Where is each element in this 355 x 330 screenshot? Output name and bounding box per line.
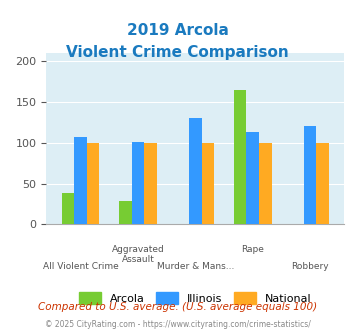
Text: Rape: Rape — [241, 245, 264, 254]
Text: © 2025 CityRating.com - https://www.cityrating.com/crime-statistics/: © 2025 CityRating.com - https://www.city… — [45, 320, 310, 329]
Bar — [74, 137, 87, 224]
Text: All Violent Crime: All Violent Crime — [43, 262, 119, 271]
Bar — [304, 126, 316, 224]
Text: Compared to U.S. average. (U.S. average equals 100): Compared to U.S. average. (U.S. average … — [38, 302, 317, 312]
Bar — [259, 143, 272, 224]
Bar — [87, 143, 99, 224]
Bar — [202, 143, 214, 224]
Text: Robbery: Robbery — [291, 262, 329, 271]
Bar — [246, 132, 259, 224]
Bar — [119, 201, 132, 224]
Bar — [144, 143, 157, 224]
Bar — [62, 193, 74, 224]
Bar — [234, 89, 246, 224]
Bar — [316, 143, 329, 224]
Text: 2019 Arcola: 2019 Arcola — [127, 23, 228, 38]
Legend: Arcola, Illinois, National: Arcola, Illinois, National — [75, 288, 316, 308]
Text: Murder & Mans...: Murder & Mans... — [157, 262, 234, 271]
Text: Violent Crime Comparison: Violent Crime Comparison — [66, 45, 289, 59]
Text: Aggravated
Assault: Aggravated Assault — [111, 245, 164, 264]
Bar — [132, 142, 144, 224]
Bar — [189, 118, 202, 224]
